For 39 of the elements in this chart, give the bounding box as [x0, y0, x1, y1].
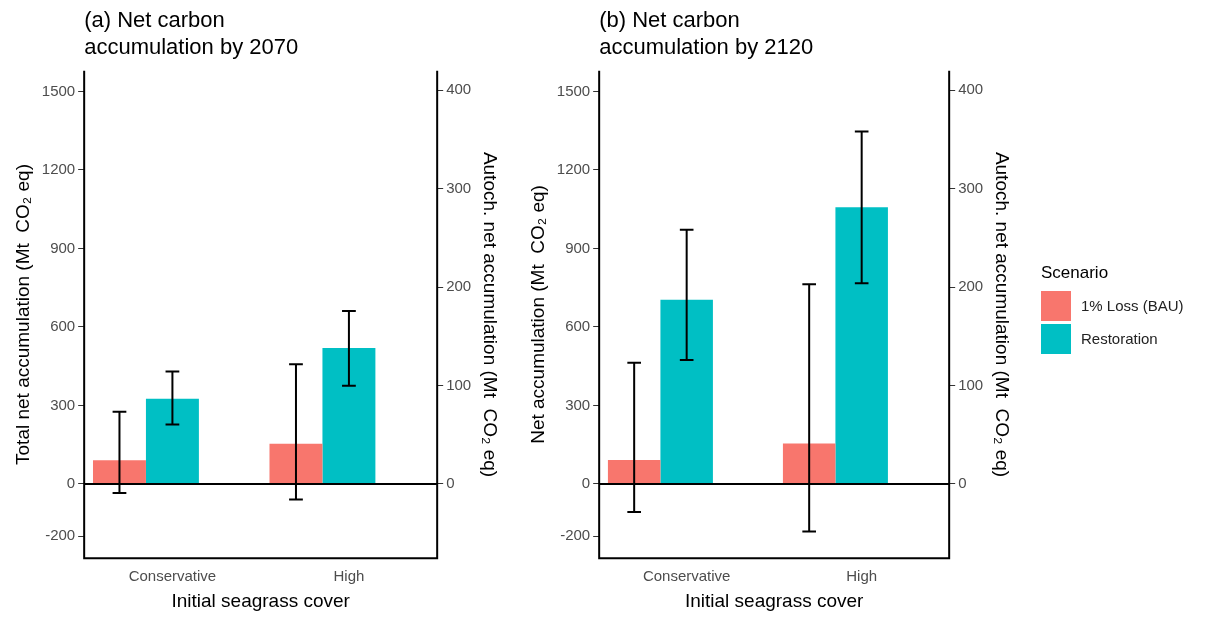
y2-tick-label: 100 [958, 375, 984, 393]
y2-tick-label: 300 [446, 178, 472, 196]
chart-title: (b) Net carbon accumulation by 2120 [599, 7, 814, 59]
y-axis-title: Total net accumulation (Mt CO₂ eq) [11, 164, 33, 465]
y-tick-label: 900 [565, 238, 591, 256]
y2-tick-label: 0 [446, 474, 455, 492]
x-tick-label: Conservative [642, 567, 731, 585]
y-tick-label: 1200 [556, 160, 591, 178]
y2-axis-title: Autoch. net accumulation (Mt CO₂ eq) [480, 151, 502, 478]
chart-title: (a) Net carbon accumulation by 2070 [84, 7, 299, 59]
y-axis-title: Net accumulation (Mt CO₂ eq) [526, 185, 548, 444]
y2-tick-label: 300 [958, 178, 984, 196]
x-axis-title: Initial seagrass cover [684, 589, 865, 611]
legend-title: Scenario [1041, 262, 1110, 283]
y2-tick-label: 400 [958, 80, 984, 98]
y2-tick-label: 400 [446, 80, 472, 98]
y2-tick-label: 200 [958, 277, 984, 295]
y-tick-label: -200 [560, 526, 591, 544]
y2-tick-label: 200 [446, 277, 472, 295]
y-tick-label: 1500 [556, 81, 591, 99]
y-tick-label: 0 [581, 474, 591, 492]
y-tick-label: 300 [565, 395, 591, 413]
y-tick-label: 1200 [41, 160, 76, 178]
y-tick-label: 600 [565, 317, 591, 335]
y-tick-label: 300 [50, 395, 76, 413]
y-tick-label: 600 [50, 317, 76, 335]
legend-label: 1% Loss (BAU) [1081, 297, 1184, 314]
legend-label: Restoration [1081, 330, 1158, 347]
y2-axis-title: Autoch. net accumulation (Mt CO₂ eq) [992, 151, 1014, 478]
x-tick-label: High [333, 567, 365, 585]
y-tick-label: 900 [50, 238, 76, 256]
x-tick-label: High [846, 567, 878, 585]
y-tick-label: 1500 [41, 81, 76, 99]
y-tick-label: -200 [45, 526, 76, 544]
x-tick-label: Conservative [128, 567, 217, 585]
y2-tick-label: 100 [446, 375, 472, 393]
y2-tick-label: 0 [958, 474, 967, 492]
y-tick-label: 0 [66, 474, 76, 492]
x-axis-title: Initial seagrass cover [171, 589, 351, 611]
